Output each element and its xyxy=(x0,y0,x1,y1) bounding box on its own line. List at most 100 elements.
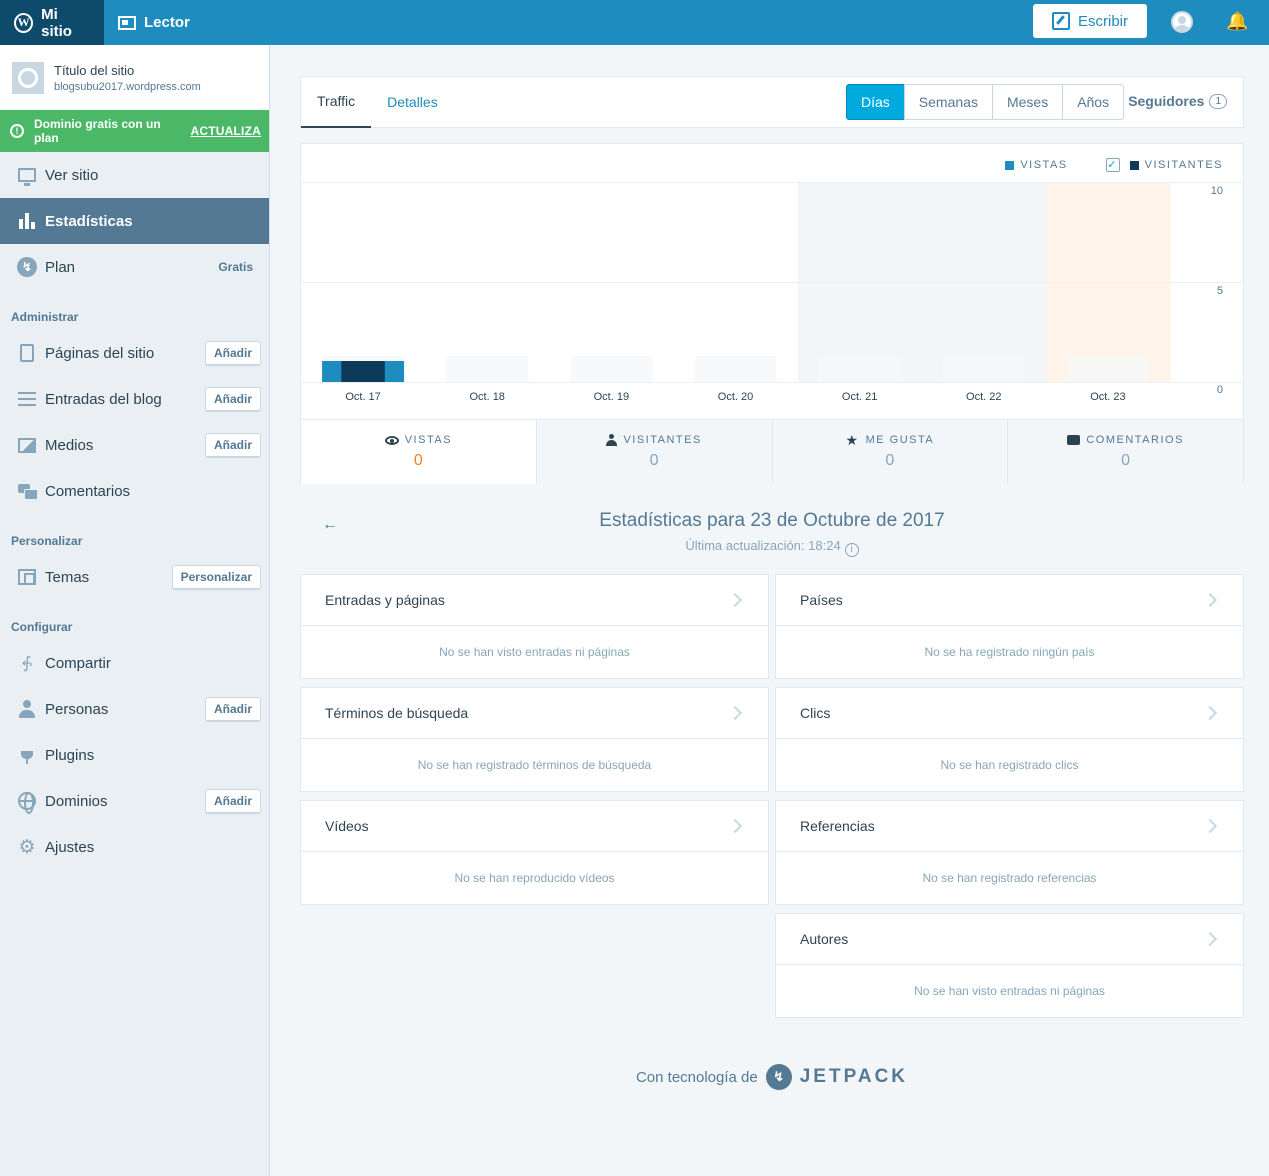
sidebar-item-label: Compartir xyxy=(45,654,111,672)
customize-button[interactable]: Personalizar xyxy=(171,564,261,590)
sidebar-item-view-site[interactable]: Ver sitio xyxy=(0,152,269,198)
add-page-button[interactable]: Añadir xyxy=(204,340,261,366)
module-header[interactable]: Referencias xyxy=(776,801,1243,852)
sidebar-item-label: Medios xyxy=(45,436,94,454)
section-heading-personalize: Personalizar xyxy=(11,534,83,548)
stats-date-title: Estadísticas para 23 de Octubre de 2017 xyxy=(599,510,945,531)
add-media-button[interactable]: Añadir xyxy=(204,432,261,458)
tab-details[interactable]: Detalles xyxy=(387,94,438,110)
stat-tabs: VISTAS 0 VISITANTES 0 ★ ME GUSTA 0 COMENT… xyxy=(301,419,1243,484)
domain-upsell-banner[interactable]: ! Dominio gratis con un plan ACTUALIZA xyxy=(0,110,269,152)
legend-views-swatch xyxy=(1005,160,1015,170)
themes-icon xyxy=(18,569,36,585)
edit-icon xyxy=(1051,12,1070,30)
chevron-right-icon xyxy=(727,705,743,721)
followers-link[interactable]: Seguidores 1 xyxy=(1128,93,1227,109)
module-header[interactable]: Entradas y páginas xyxy=(301,575,768,626)
module-clicks: Clics No se han registrado clics xyxy=(775,687,1244,792)
sidebar-item-label: Personas xyxy=(45,700,109,718)
module-header[interactable]: Países xyxy=(776,575,1243,626)
module-title: Términos de búsqueda xyxy=(325,705,469,721)
module-header[interactable]: Vídeos xyxy=(301,801,768,852)
my-sites-button[interactable]: W Mi sitio xyxy=(0,0,104,45)
sidebar-item-sharing[interactable]: ⨗ Compartir xyxy=(0,640,269,686)
add-post-button[interactable]: Añadir xyxy=(204,386,261,412)
tab-traffic[interactable]: Traffic xyxy=(301,77,372,128)
stat-tab-views[interactable]: VISTAS 0 xyxy=(301,420,536,484)
stat-likes-label: ME GUSTA xyxy=(865,434,935,446)
module-title: Referencias xyxy=(800,818,875,834)
share-icon: ⨗ xyxy=(22,655,32,672)
stat-tab-visitors[interactable]: VISITANTES 0 xyxy=(535,420,772,484)
info-icon[interactable]: i xyxy=(844,543,859,557)
sidebar-item-themes[interactable]: Temas Personalizar xyxy=(0,554,269,600)
back-arrow-icon[interactable]: ← xyxy=(322,516,338,533)
legend-visitors[interactable]: ✓ VISITANTES xyxy=(1105,158,1223,172)
sidebar-item-pages[interactable]: Páginas del sitio Añadir xyxy=(0,330,269,376)
period-months-button[interactable]: Meses xyxy=(991,84,1064,120)
sidebar-item-label: Comentarios xyxy=(45,482,131,500)
sidebar-item-label: Estadísticas xyxy=(45,212,133,230)
sidebar-item-plugins[interactable]: Plugins xyxy=(0,732,269,778)
module-empty-text: No se han visto entradas ni páginas xyxy=(914,984,1105,998)
add-domain-button[interactable]: Añadir xyxy=(204,788,261,814)
chart-bar-placeholder xyxy=(694,356,777,382)
chart-y-tick-label: 0 xyxy=(1217,384,1223,396)
wordpress-logo-icon: W xyxy=(14,12,34,33)
last-updated-text: Última actualización: 18:24 xyxy=(685,538,841,553)
sidebar: Título del sitio blogsubu2017.wordpress.… xyxy=(0,45,270,1176)
chevron-right-icon xyxy=(1202,705,1218,721)
reader-label: Lector xyxy=(144,14,190,31)
page-icon xyxy=(20,344,34,362)
jetpack-wordmark[interactable]: JETPACK xyxy=(799,1066,909,1087)
chart-bar-placeholder xyxy=(942,356,1025,382)
chart-x-tick-label: Oct. 22 xyxy=(966,391,1001,403)
chart-bar-placeholder xyxy=(1066,356,1149,382)
legend-views-label: VISTAS xyxy=(1020,159,1068,171)
module-empty-text: No se han registrado referencias xyxy=(922,871,1097,885)
sidebar-item-stats[interactable]: Estadísticas xyxy=(0,198,269,244)
period-days-button[interactable]: Días xyxy=(846,84,905,120)
comments-icon xyxy=(18,484,38,500)
sidebar-item-media[interactable]: Medios Añadir xyxy=(0,422,269,468)
module-title: Entradas y páginas xyxy=(325,592,445,608)
sidebar-item-settings[interactable]: ⚙ Ajustes xyxy=(0,824,269,870)
stat-comments-label: COMENTARIOS xyxy=(1086,434,1184,446)
stat-tab-likes[interactable]: ★ ME GUSTA 0 xyxy=(771,420,1008,484)
stat-tab-comments[interactable]: COMENTARIOS 0 xyxy=(1007,420,1243,484)
eye-icon xyxy=(384,435,399,445)
legend-views: VISTAS xyxy=(1005,159,1067,171)
module-header[interactable]: Clics xyxy=(776,688,1243,739)
chart-y-tick-label: 5 xyxy=(1217,285,1223,297)
sidebar-item-label: Ver sitio xyxy=(45,166,99,184)
visitors-checkbox[interactable]: ✓ xyxy=(1105,158,1120,172)
current-site-card[interactable]: Título del sitio blogsubu2017.wordpress.… xyxy=(0,45,269,110)
chart-y-tick-label: 10 xyxy=(1211,185,1223,197)
chevron-right-icon xyxy=(727,818,743,834)
module-header[interactable]: Términos de búsqueda xyxy=(301,688,768,739)
stats-chart-card: VISTAS ✓ VISITANTES 10 5 0 Oct. 17 Oct. 18 Oc… xyxy=(300,143,1244,484)
period-weeks-button[interactable]: Semanas xyxy=(903,84,993,120)
sidebar-item-posts[interactable]: Entradas del blog Añadir xyxy=(0,376,269,422)
chart-x-tick-label: Oct. 18 xyxy=(469,391,504,403)
traffic-bar-chart[interactable]: 10 5 0 Oct. 17 Oct. 18 Oct. 19 Oct. 20 Oct. 21 O… xyxy=(301,182,1243,419)
reader-button[interactable]: Lector xyxy=(104,0,204,45)
period-years-button[interactable]: Años xyxy=(1062,84,1125,120)
module-empty-text: No se han reproducido vídeos xyxy=(454,871,615,885)
upsell-text: Dominio gratis con un plan xyxy=(34,117,161,145)
sidebar-item-plan[interactable]: ↯ Plan Gratis xyxy=(0,244,269,290)
write-button[interactable]: Escribir xyxy=(1033,4,1147,38)
notifications-bell-icon[interactable]: 🔔 xyxy=(1226,11,1249,31)
powered-by-text: Con tecnología de xyxy=(635,1068,758,1086)
stats-bars-icon xyxy=(19,213,35,229)
stat-visitors-label: VISITANTES xyxy=(623,434,702,446)
reader-icon xyxy=(118,15,136,30)
sidebar-item-comments[interactable]: Comentarios xyxy=(0,468,269,514)
gear-icon: ⚙ xyxy=(18,836,36,858)
upgrade-link[interactable]: ACTUALIZA xyxy=(190,124,261,138)
module-header[interactable]: Autores xyxy=(776,914,1243,965)
add-people-button[interactable]: Añadir xyxy=(204,696,261,722)
sidebar-item-domains[interactable]: Dominios Añadir xyxy=(0,778,269,824)
sidebar-item-people[interactable]: Personas Añadir xyxy=(0,686,269,732)
user-avatar[interactable] xyxy=(1171,11,1193,33)
